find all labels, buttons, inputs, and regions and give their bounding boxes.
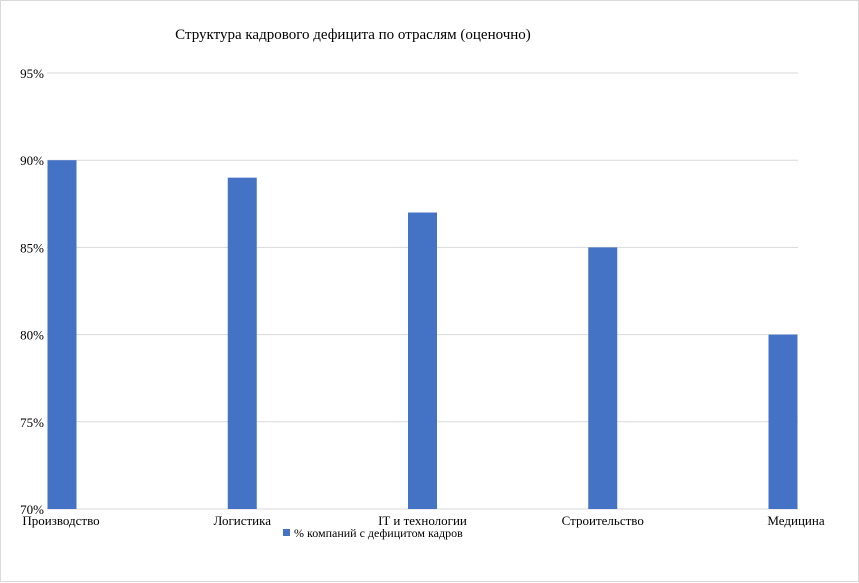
x-category-label: Строительство <box>562 513 644 528</box>
y-tick-label: 90% <box>20 153 44 168</box>
chart-title: Структура кадрового дефицита по отраслям… <box>175 27 531 43</box>
legend: % компаний с дефицитом кадров <box>283 526 463 540</box>
bars <box>47 160 798 509</box>
bar <box>588 247 618 509</box>
bar <box>47 160 77 509</box>
x-category-label: Логистика <box>213 513 271 528</box>
bar <box>227 177 257 509</box>
y-tick-label: 80% <box>20 328 44 343</box>
legend-swatch <box>283 529 290 536</box>
bar <box>408 212 437 509</box>
bar <box>768 334 798 509</box>
x-axis-labels: Производство Логистика IT и технологии Стро… <box>22 513 824 528</box>
x-category-label: Медицина <box>767 513 824 528</box>
y-tick-label: 70% <box>20 502 44 517</box>
y-axis-ticks: 70% 75% 80% 85% 90% 95% <box>20 66 44 517</box>
x-category-label: Производство <box>22 513 99 528</box>
y-tick-label: 95% <box>20 66 44 81</box>
y-tick-label: 75% <box>20 415 44 430</box>
x-category-label: IT и технологии <box>378 513 467 528</box>
legend-label: % компаний с дефицитом кадров <box>294 526 463 540</box>
y-tick-label: 85% <box>20 240 44 255</box>
